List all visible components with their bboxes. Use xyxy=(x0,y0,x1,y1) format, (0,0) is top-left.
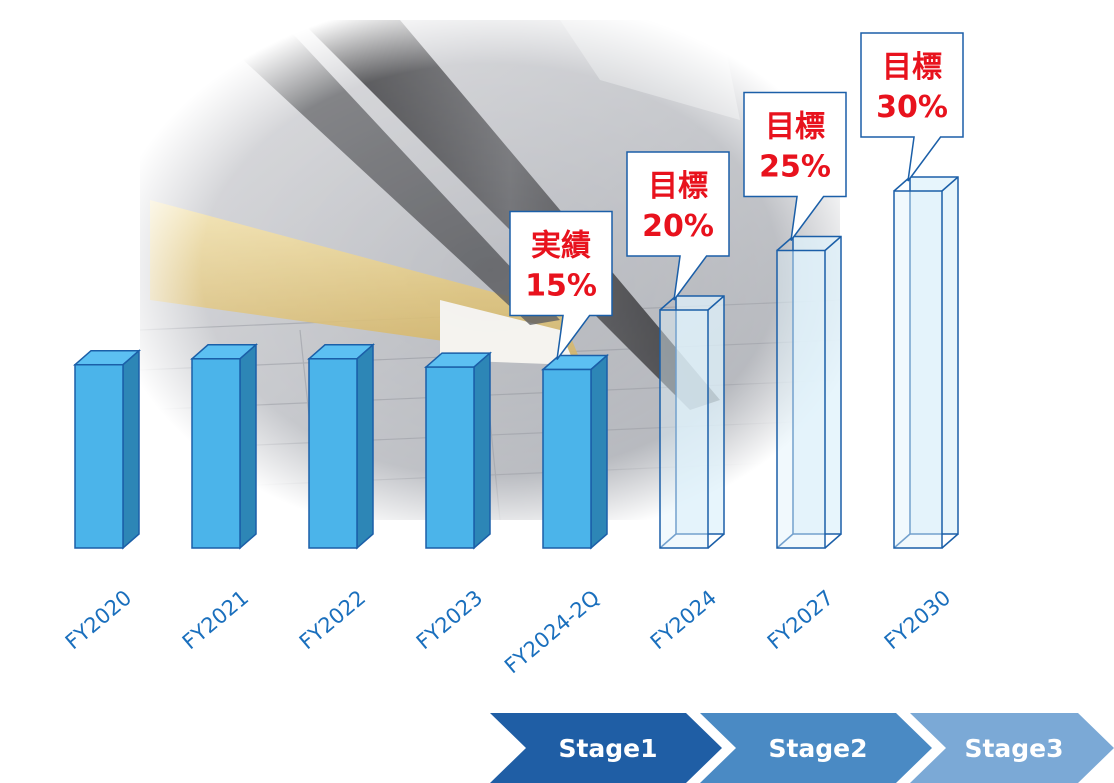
bar-side-fy2024-2q xyxy=(590,353,608,550)
callout-label-fy2027: 目標 xyxy=(765,110,825,145)
tick-label-fy2020: FY2020 xyxy=(61,585,136,654)
bar-edge-bottomright-fy2030 xyxy=(941,533,959,549)
bar-front-fy2022 xyxy=(308,358,358,549)
bar-edge-fy2024 xyxy=(659,533,677,549)
stage-arrow-stage2: Stage2 xyxy=(700,713,932,783)
tick-label-fy2023: FY2023 xyxy=(412,585,487,654)
stage-label-stage2: Stage2 xyxy=(768,734,867,763)
bar-front-fy2027 xyxy=(776,249,826,549)
stage-shape-stage3 xyxy=(910,713,1114,783)
bar-fy2023 xyxy=(424,351,492,550)
callout-value-fy2030: 30% xyxy=(876,90,948,125)
bar-edge-bottomright-fy2027 xyxy=(824,533,842,549)
callout-box-fy2027 xyxy=(743,91,847,241)
bar-fy2021 xyxy=(190,343,258,550)
callout-box-fy2024 xyxy=(626,151,730,301)
bar-edge-topright-fy2030 xyxy=(941,176,959,192)
bar-fy2030 xyxy=(893,176,959,549)
bar-edge-top-fy2024 xyxy=(659,295,677,311)
bar-fy2022 xyxy=(307,343,375,550)
callout-label-fy2030: 目標 xyxy=(882,50,942,85)
tick-label-fy2027: FY2027 xyxy=(763,585,838,654)
bar-fy2020 xyxy=(73,349,141,550)
tick-label-fy2021: FY2021 xyxy=(178,585,253,654)
bar-side-fy2023 xyxy=(473,351,491,550)
callout-value-fy2024-2q: 15% xyxy=(525,269,597,304)
stage-label-stage3: Stage3 xyxy=(964,734,1063,763)
bar-front-fy2030 xyxy=(893,190,943,549)
stage-shape-stage2 xyxy=(700,713,932,783)
callouts-layer: 実績 15% 目標 20% 目標 25% 目標 30% xyxy=(509,32,964,360)
callout-fy2024-2q: 実績 15% xyxy=(509,210,613,360)
bar-front-fy2024 xyxy=(659,309,709,549)
callout-fy2027: 目標 25% xyxy=(743,91,847,241)
tick-label-fy2030: FY2030 xyxy=(880,585,955,654)
callout-label-fy2024-2q: 実績 xyxy=(531,229,591,264)
bar-fy2024-2q xyxy=(541,353,609,550)
bar-front-fy2024-2q xyxy=(542,368,592,549)
tick-label-fy2022: FY2022 xyxy=(295,585,370,654)
bar-edge-topright-fy2027 xyxy=(824,235,842,252)
callout-box-fy2030 xyxy=(860,32,964,182)
bar-front-fy2021 xyxy=(191,358,241,549)
tick-label-fy2024-2q: FY2024-2Q xyxy=(500,585,604,678)
stage-arrow-stage1: Stage1 xyxy=(490,713,722,783)
stage-shape-stage1 xyxy=(490,713,722,783)
callout-box-fy2024-2q xyxy=(509,210,613,360)
stage-arrow-stage3: Stage3 xyxy=(910,713,1114,783)
bar-front-fy2020 xyxy=(74,363,124,549)
bar-edge-fy2027 xyxy=(776,533,794,549)
x-axis-ticks: FY2020 FY2021 FY2022 FY2023 FY2024-2Q FY2024 F… xyxy=(61,585,955,678)
stage-arrows: Stage1 Stage2 Stage3 xyxy=(490,713,1114,783)
bar-edge-bottomright-fy2024 xyxy=(707,533,725,549)
bar-side-fy2022 xyxy=(356,343,374,550)
callout-fy2030: 目標 30% xyxy=(860,32,964,182)
bar-fy2027 xyxy=(776,235,842,549)
bar-side-fy2021 xyxy=(239,343,257,550)
bar-fy2024 xyxy=(659,295,725,549)
bar-edge-topright-fy2024 xyxy=(707,295,725,311)
bar-front-fy2023 xyxy=(425,366,475,549)
stage-label-stage1: Stage1 xyxy=(558,734,657,763)
bar-edge-top-fy2030 xyxy=(893,176,911,192)
bar-edge-fy2030 xyxy=(893,533,911,549)
callout-fy2024: 目標 20% xyxy=(626,151,730,301)
callout-label-fy2024: 目標 xyxy=(648,169,708,204)
bar-edge-top-fy2027 xyxy=(776,235,794,252)
bars-layer xyxy=(73,176,959,550)
tick-label-fy2024: FY2024 xyxy=(646,585,721,654)
bar-side-fy2020 xyxy=(122,349,140,550)
callout-value-fy2027: 25% xyxy=(759,150,831,185)
callout-value-fy2024: 20% xyxy=(642,209,714,244)
